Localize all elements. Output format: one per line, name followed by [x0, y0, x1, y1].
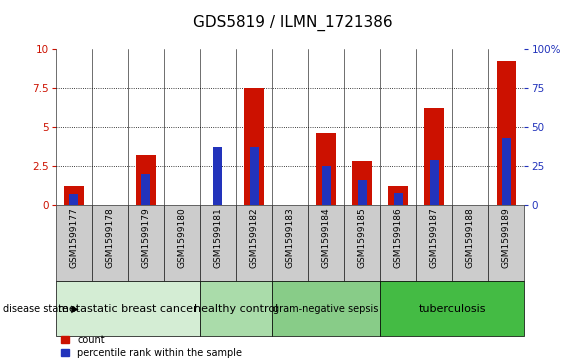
- Bar: [213, 147, 223, 205]
- Text: GSM1599189: GSM1599189: [502, 207, 511, 268]
- Text: GSM1599181: GSM1599181: [213, 207, 223, 268]
- Bar: [56, 281, 200, 336]
- Bar: [424, 108, 444, 205]
- Bar: [128, 205, 164, 281]
- Text: GDS5819 / ILMN_1721386: GDS5819 / ILMN_1721386: [193, 15, 393, 31]
- Text: GSM1599179: GSM1599179: [141, 207, 151, 268]
- Bar: [496, 61, 516, 205]
- Bar: [141, 174, 151, 205]
- Text: tuberculosis: tuberculosis: [418, 303, 486, 314]
- Bar: [136, 155, 156, 205]
- Bar: [64, 186, 84, 205]
- Bar: [394, 193, 403, 205]
- Bar: [352, 162, 372, 205]
- Text: GSM1599184: GSM1599184: [322, 207, 331, 268]
- Bar: [357, 180, 367, 205]
- Bar: [236, 205, 272, 281]
- Bar: [502, 138, 511, 205]
- Bar: [308, 205, 344, 281]
- Bar: [380, 281, 524, 336]
- Bar: [272, 205, 308, 281]
- Text: GSM1599180: GSM1599180: [178, 207, 186, 268]
- Bar: [56, 205, 92, 281]
- Bar: [488, 205, 524, 281]
- Bar: [380, 205, 416, 281]
- Bar: [92, 205, 128, 281]
- Bar: [452, 205, 488, 281]
- Bar: [316, 133, 336, 205]
- Bar: [389, 186, 408, 205]
- Text: GSM1599183: GSM1599183: [285, 207, 295, 268]
- Bar: [200, 205, 236, 281]
- Text: GSM1599186: GSM1599186: [394, 207, 403, 268]
- Bar: [164, 205, 200, 281]
- Bar: [430, 160, 439, 205]
- Legend: count, percentile rank within the sample: count, percentile rank within the sample: [60, 335, 242, 358]
- Text: gram-negative sepsis: gram-negative sepsis: [274, 303, 379, 314]
- Bar: [272, 281, 380, 336]
- Text: healthy control: healthy control: [194, 303, 278, 314]
- Bar: [250, 147, 258, 205]
- Text: GSM1599182: GSM1599182: [250, 207, 258, 268]
- Text: GSM1599178: GSM1599178: [105, 207, 114, 268]
- Text: GSM1599177: GSM1599177: [69, 207, 78, 268]
- Bar: [200, 281, 272, 336]
- Bar: [69, 194, 78, 205]
- Bar: [344, 205, 380, 281]
- Text: GSM1599187: GSM1599187: [430, 207, 439, 268]
- Text: metastatic breast cancer: metastatic breast cancer: [58, 303, 197, 314]
- Bar: [416, 205, 452, 281]
- Bar: [244, 88, 264, 205]
- Text: GSM1599185: GSM1599185: [357, 207, 367, 268]
- Text: disease state ▶: disease state ▶: [3, 303, 79, 314]
- Text: GSM1599188: GSM1599188: [466, 207, 475, 268]
- Bar: [322, 166, 331, 205]
